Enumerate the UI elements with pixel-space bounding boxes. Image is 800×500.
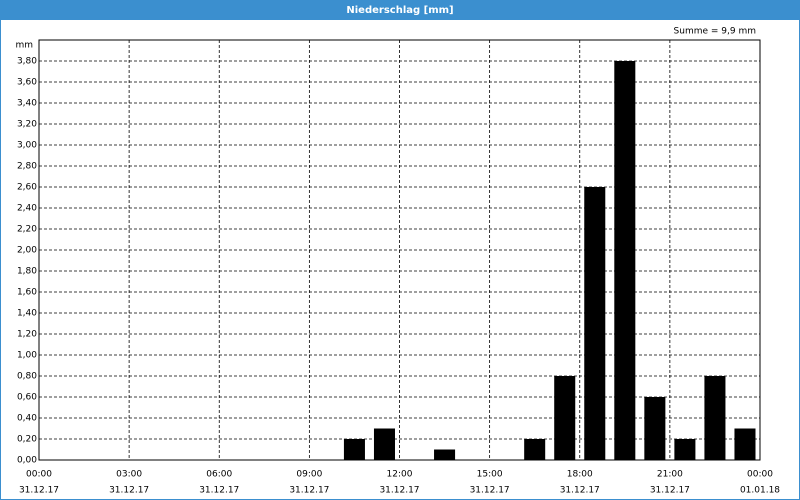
bar	[373, 428, 395, 460]
y-tick-label: 1,00	[17, 351, 37, 361]
y-tick-label: 1,20	[17, 330, 37, 340]
x-tick-date: 31.12.17	[470, 486, 510, 496]
y-tick-label: 3,00	[17, 141, 37, 151]
y-tick-label: 3,20	[17, 120, 37, 130]
plot-frame	[38, 39, 761, 461]
annotation: Summe = 9,9 mm	[674, 27, 756, 37]
bar	[343, 439, 365, 460]
y-tick-label: 2,60	[17, 183, 37, 193]
y-tick-label: 3,60	[17, 78, 37, 88]
y-tick-label: 1,40	[17, 309, 37, 319]
x-tick-label: 09:00	[296, 470, 322, 480]
bar	[434, 449, 456, 460]
x-tick-label: 18:00	[567, 470, 593, 480]
bar	[704, 376, 726, 460]
x-tick-label: 12:00	[387, 470, 413, 480]
y-tick-label: 1,60	[17, 288, 37, 298]
bar	[644, 397, 666, 460]
y-tick-label: 2,00	[17, 246, 37, 256]
bar	[554, 376, 576, 460]
x-tick-date: 31.12.17	[379, 486, 419, 496]
x-tick-label: 00:00	[747, 470, 773, 480]
title-bar	[0, 0, 800, 20]
x-tick-label: 00:00	[26, 470, 52, 480]
y-tick-label: 3,40	[17, 99, 37, 109]
y-tick-label: 0,40	[17, 414, 37, 424]
x-tick-date: 31.12.17	[560, 486, 600, 496]
bar	[524, 439, 546, 460]
y-tick-label: 0,60	[17, 393, 37, 403]
x-tick-label: 21:00	[657, 470, 683, 480]
x-tick-label: 03:00	[116, 470, 142, 480]
bar	[674, 439, 696, 460]
x-tick-label: 06:00	[206, 470, 232, 480]
y-tick-label: 1,80	[17, 267, 37, 277]
y-tick-label: 0,20	[17, 435, 37, 445]
y-tick-label: 2,80	[17, 162, 37, 172]
x-tick-date: 31.12.17	[289, 486, 329, 496]
chart-title: Niederschlag [mm]	[346, 5, 453, 16]
x-tick-date: 31.12.17	[199, 486, 239, 496]
x-tick-date: 31.12.17	[650, 486, 690, 496]
y-tick-label: 0,00	[17, 456, 37, 466]
bar	[614, 61, 636, 460]
y-tick-label: 2,20	[17, 225, 37, 235]
y-tick-label: 0,80	[17, 372, 37, 382]
y-axis-label: mm	[15, 41, 33, 51]
bar	[734, 428, 756, 460]
y-tick-label: 3,80	[17, 57, 37, 67]
x-tick-date: 31.12.17	[19, 486, 59, 496]
bar	[584, 187, 606, 460]
x-tick-label: 15:00	[477, 470, 503, 480]
x-tick-date: 01.01.18	[740, 486, 780, 496]
x-tick-date: 31.12.17	[109, 486, 149, 496]
y-tick-label: 2,40	[17, 204, 37, 214]
